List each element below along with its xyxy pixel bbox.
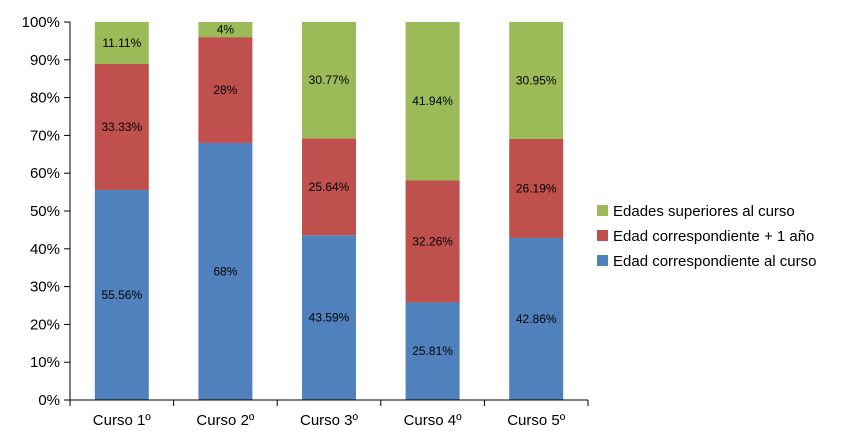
bar-segment bbox=[405, 21, 460, 181]
legend-label: Edad correspondiente + 1 año bbox=[613, 228, 814, 245]
data-label: 4% bbox=[217, 23, 235, 37]
bar-segment bbox=[405, 180, 460, 303]
data-labels-group: 55.56% 33.33% 11.11% 68% 28% 4% 43.59% 25.64% 30… bbox=[101, 23, 556, 359]
data-label: 32.26% bbox=[412, 234, 453, 248]
legend-label: Edades superiores al curso bbox=[613, 203, 795, 220]
y-tick-label: 20% bbox=[30, 316, 60, 333]
bar-segment bbox=[198, 22, 253, 38]
bar-segment bbox=[509, 22, 564, 139]
x-tick-label: Curso 3º bbox=[300, 412, 359, 429]
legend-swatch bbox=[597, 205, 608, 216]
bar-segment bbox=[198, 37, 253, 143]
bar-segment bbox=[302, 138, 356, 236]
data-label: 26.19% bbox=[516, 181, 557, 195]
bar-segment bbox=[509, 138, 564, 238]
data-label: 30.95% bbox=[516, 73, 557, 87]
data-label: 11.11% bbox=[102, 36, 141, 50]
y-tick-label: 50% bbox=[30, 203, 60, 220]
data-label: 30.77% bbox=[309, 73, 350, 87]
y-tick-label: 10% bbox=[30, 354, 60, 371]
x-tick-label: Curso 5º bbox=[507, 412, 566, 429]
x-tick-label: Curso 2º bbox=[196, 412, 255, 429]
data-label: 28% bbox=[213, 83, 237, 97]
bar-segment bbox=[94, 189, 149, 400]
bar-segment bbox=[302, 22, 356, 139]
y-tick-label: 80% bbox=[30, 90, 60, 107]
data-label: 25.64% bbox=[309, 180, 350, 194]
legend-label: Edad correspondiente al curso bbox=[613, 253, 816, 270]
bars-group bbox=[94, 21, 564, 400]
legend-swatch bbox=[597, 255, 608, 266]
axes-group: Curso 1º Curso 2º Curso 3º Curso 4º Curso 5º… bbox=[22, 14, 589, 429]
bar-segment bbox=[94, 22, 149, 64]
data-label: 68% bbox=[213, 264, 237, 278]
y-tick-label: 90% bbox=[30, 52, 60, 69]
legend-swatch bbox=[597, 230, 608, 241]
y-tick-label: 0% bbox=[38, 392, 60, 409]
data-label: 33.33% bbox=[101, 120, 142, 134]
x-tick-label: Curso 1º bbox=[93, 412, 152, 429]
data-label: 55.56% bbox=[101, 288, 142, 302]
data-label: 42.86% bbox=[516, 312, 557, 326]
y-tick-label: 60% bbox=[30, 165, 60, 182]
x-tick-label: Curso 4º bbox=[404, 412, 463, 429]
y-tick-label: 100% bbox=[22, 14, 60, 31]
bar-segment bbox=[302, 235, 356, 400]
y-tick-label: 40% bbox=[30, 241, 60, 258]
data-label: 43.59% bbox=[309, 311, 350, 325]
y-tick-label: 70% bbox=[30, 127, 60, 144]
y-tick-label: 30% bbox=[30, 279, 60, 296]
bar-segment bbox=[509, 237, 564, 400]
legend: Edades superiores al curso Edad correspon… bbox=[597, 203, 816, 270]
data-label: 41.94% bbox=[412, 94, 453, 108]
data-label: 25.81% bbox=[412, 344, 453, 358]
bar-segment bbox=[198, 142, 253, 400]
bar-segment bbox=[405, 302, 460, 400]
bar-segment bbox=[94, 63, 149, 190]
